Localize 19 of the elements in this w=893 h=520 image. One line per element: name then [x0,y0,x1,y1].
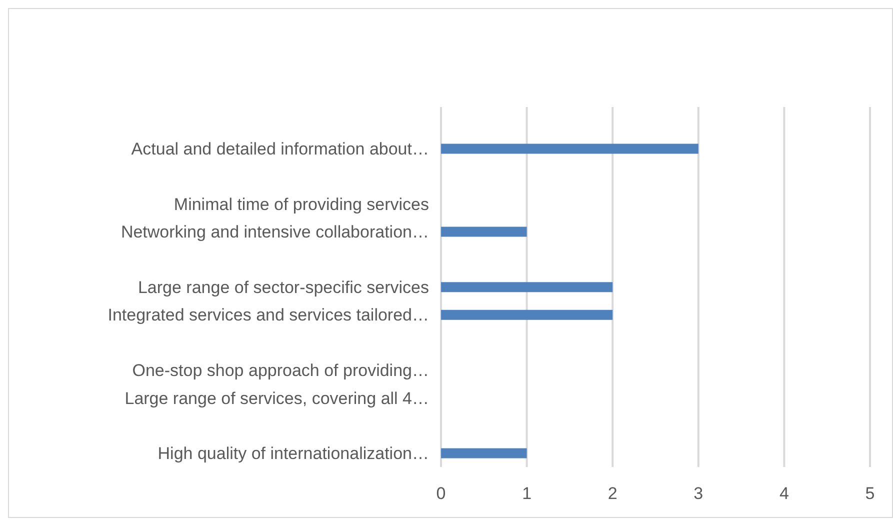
bar [441,144,698,154]
bar [441,310,613,320]
x-tick-label: 2 [608,484,618,504]
y-tick-label: Integrated services and services tailored… [108,306,429,325]
bar [441,282,613,292]
y-tick-label: Large range of services, covering all 4… [124,388,429,408]
bar [441,226,527,237]
y-tick-label: Networking and intensive collaboration… [120,222,429,242]
bar [441,448,527,458]
y-tick-label: One-stop shop approach of providing… [132,361,429,380]
x-tick-label: 0 [436,484,446,504]
x-tick-label: 5 [865,484,875,504]
x-tick-label: 4 [779,484,789,504]
y-tick-label: High quality of internationalization… [158,444,429,464]
x-tick-label: 3 [694,484,704,504]
y-tick-label: Large range of sector-specific services [138,278,429,298]
y-tick-label: Actual and detailed information about… [131,140,429,159]
x-tick-label: 1 [522,484,532,504]
y-tick-label: Minimal time of providing services [174,194,429,214]
